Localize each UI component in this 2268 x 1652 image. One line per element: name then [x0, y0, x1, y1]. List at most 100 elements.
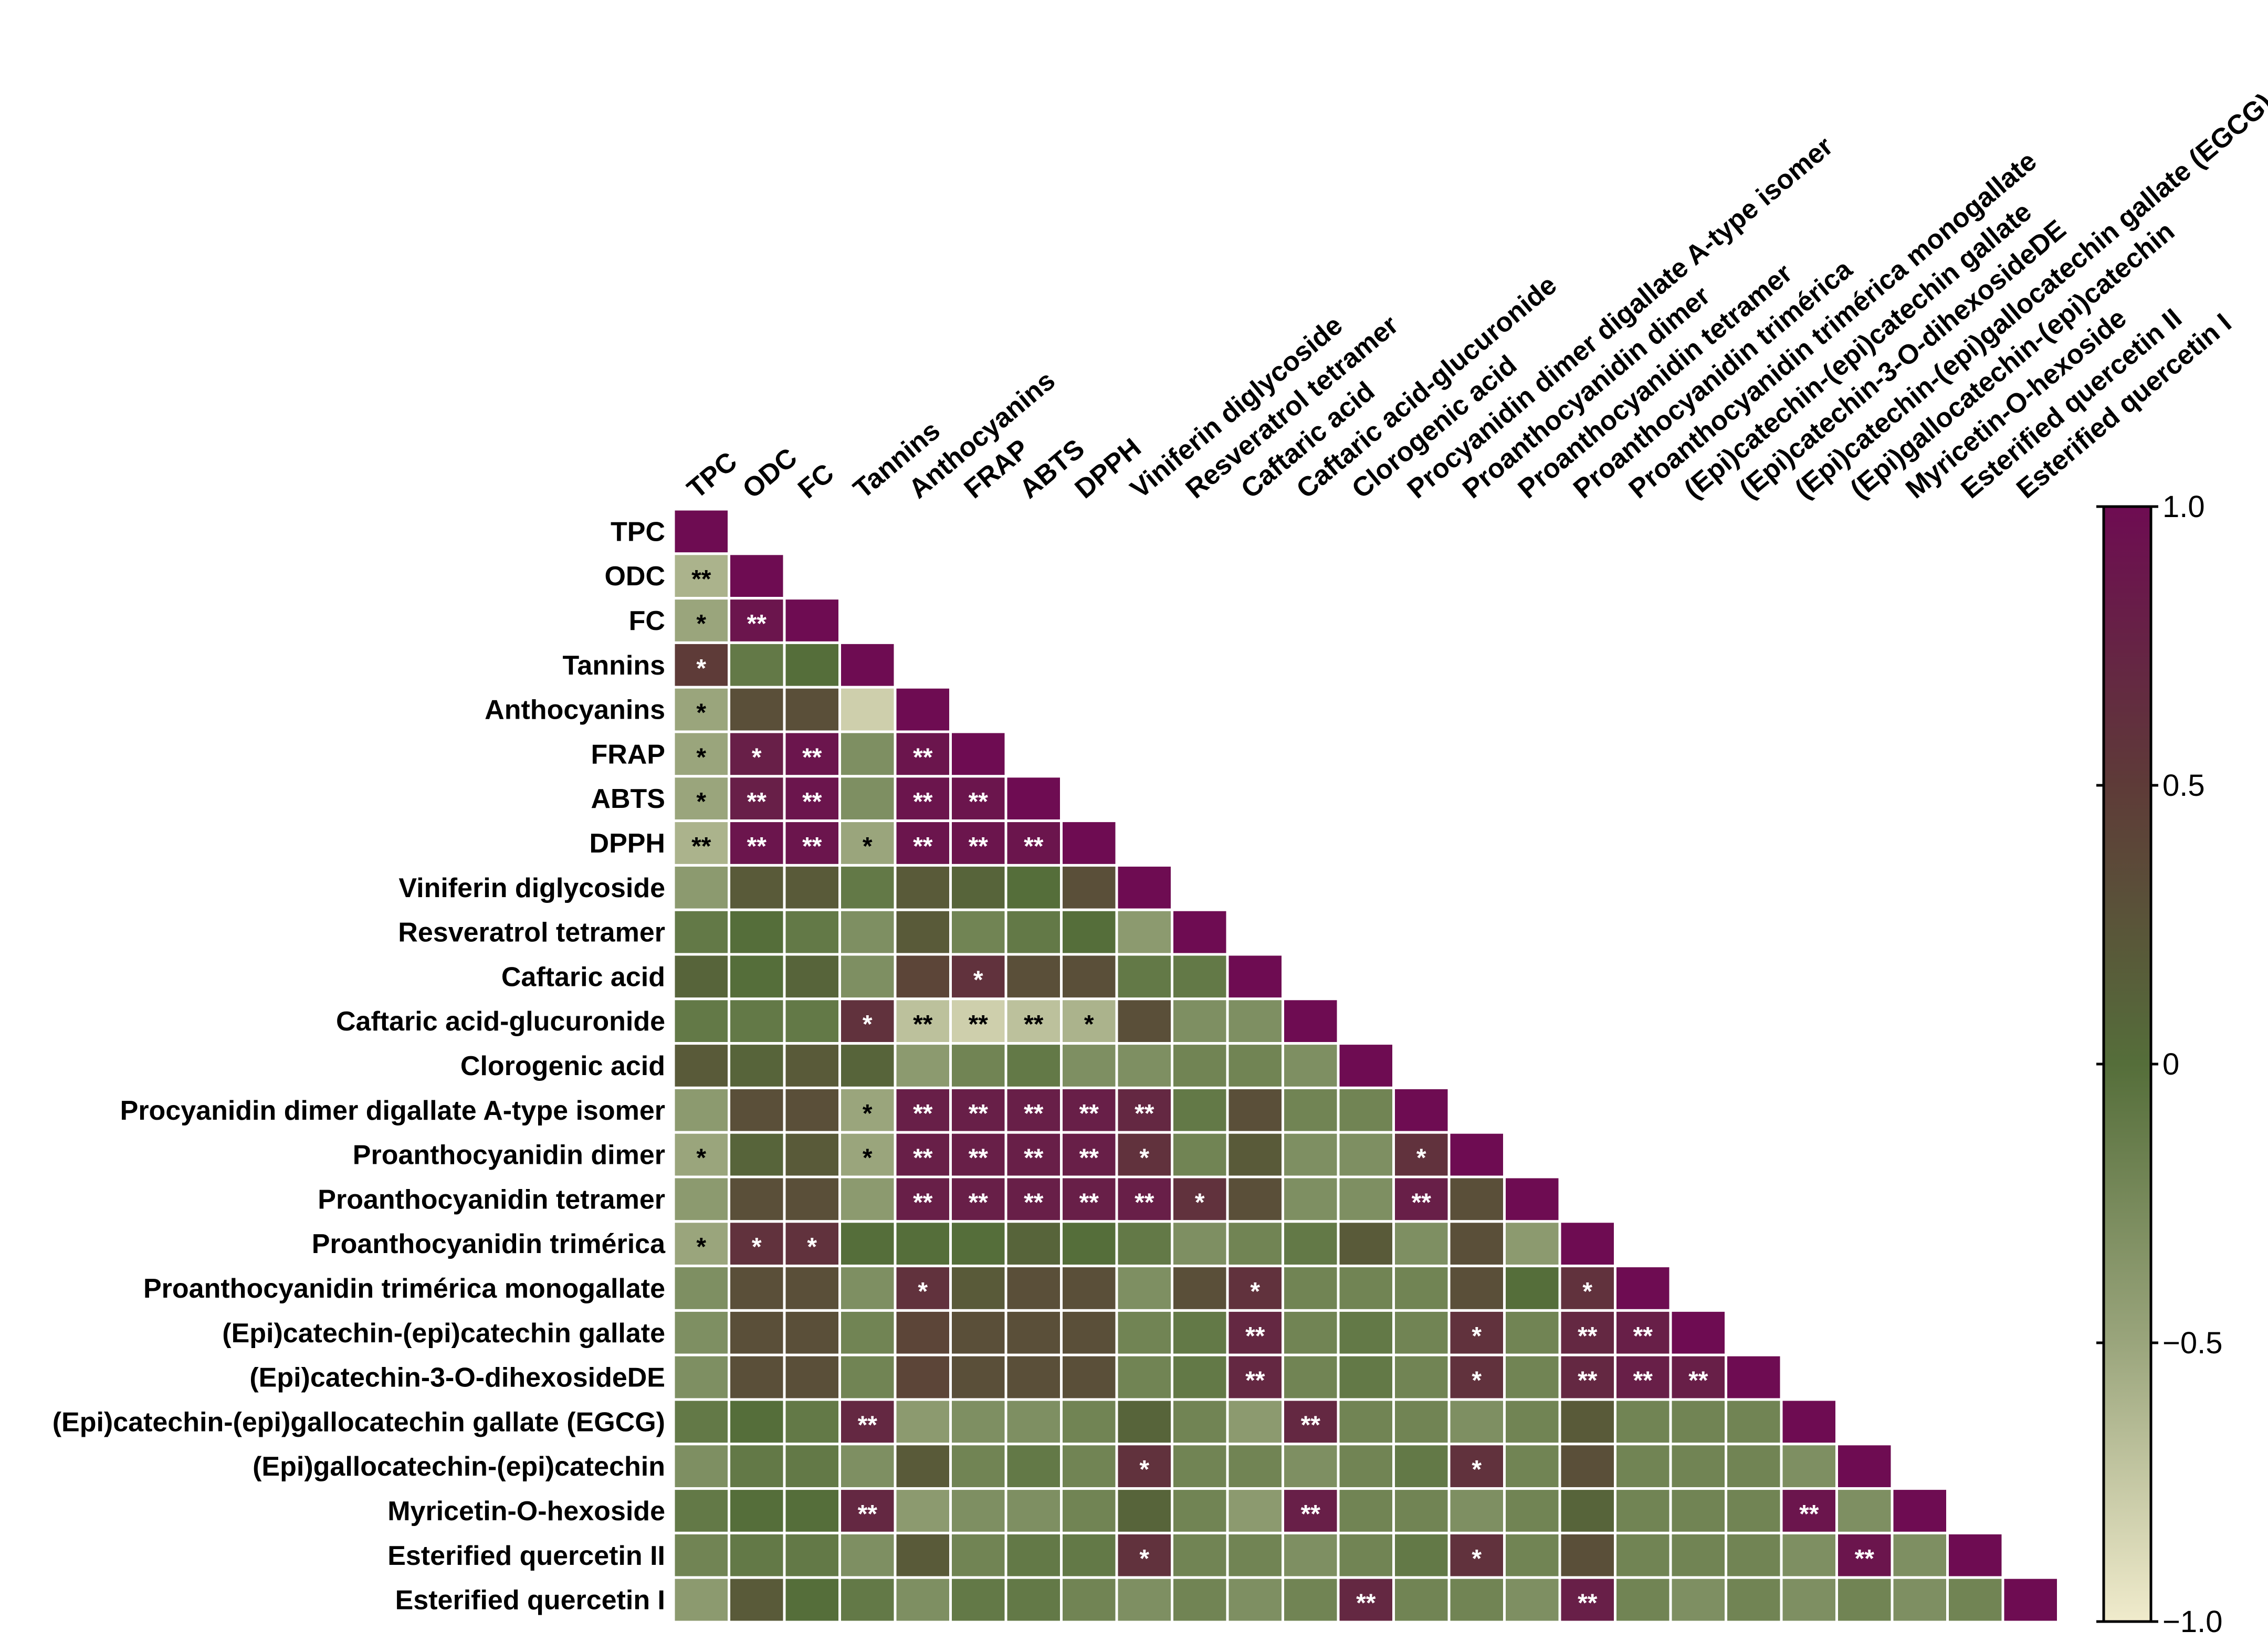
heatmap-cell [783, 1443, 841, 1490]
heatmap-cell [1226, 1086, 1284, 1134]
heatmap-cell [1447, 1443, 1506, 1490]
heatmap-cell [838, 1531, 897, 1579]
row-label: ODC [604, 561, 665, 592]
heatmap-cell [783, 1353, 841, 1401]
heatmap-cell [783, 864, 841, 911]
heatmap-cell [1337, 1220, 1395, 1268]
heatmap-cell [838, 908, 897, 956]
heatmap-cell [1447, 1531, 1506, 1579]
heatmap-cell [728, 1398, 786, 1446]
heatmap-cell [672, 1487, 730, 1534]
heatmap-cell [783, 1576, 841, 1624]
colorbar-tick-label: −1.0 [2162, 1605, 2223, 1639]
heatmap-cell [1337, 1086, 1395, 1134]
heatmap-cell [1004, 1487, 1063, 1534]
heatmap-cell [1282, 1265, 1340, 1312]
heatmap-cell [1669, 1443, 1727, 1490]
heatmap-cell [894, 1353, 952, 1401]
heatmap-cell [1503, 1175, 1561, 1223]
heatmap-cell [1115, 1309, 1173, 1356]
heatmap-cell [1226, 1175, 1284, 1223]
heatmap-cell [783, 1086, 841, 1134]
heatmap-cell [783, 641, 841, 689]
heatmap-cell [783, 1175, 841, 1223]
heatmap-cell [1004, 1398, 1063, 1446]
heatmap-cell [838, 953, 897, 1001]
heatmap-cell [894, 1531, 952, 1579]
heatmap-cell [1171, 1531, 1229, 1579]
heatmap-cell [949, 1353, 1007, 1401]
heatmap-cell [1004, 1576, 1063, 1624]
heatmap-cell [1392, 1487, 1451, 1534]
heatmap-cell [1558, 1398, 1616, 1446]
heatmap-cell [1558, 1220, 1616, 1268]
significance-marker: ** [1135, 1188, 1154, 1216]
significance-marker: ** [691, 565, 711, 593]
heatmap-cell [1392, 1398, 1451, 1446]
heatmap-cell [949, 730, 1007, 778]
row-label: Tannins [563, 650, 665, 681]
significance-marker: ** [913, 1144, 933, 1172]
heatmap-cell [838, 730, 897, 778]
heatmap-cell [1337, 1265, 1395, 1312]
heatmap-cell [1060, 953, 1118, 1001]
significance-marker: * [1472, 1545, 1482, 1573]
heatmap-cell [1115, 1220, 1173, 1268]
heatmap-cell [1282, 1487, 1340, 1534]
heatmap-cell [1392, 1265, 1451, 1312]
significance-marker: ** [802, 788, 822, 816]
heatmap-cell [783, 1220, 841, 1268]
heatmap-cell [1392, 1576, 1451, 1624]
heatmap-cell [1725, 1531, 1783, 1579]
heatmap-cell [1835, 1487, 1894, 1534]
heatmap-cell [949, 864, 1007, 911]
heatmap-cell [1392, 1353, 1451, 1401]
heatmap-cell [672, 997, 730, 1045]
heatmap-cell [838, 1175, 897, 1223]
row-label: DPPH [590, 828, 665, 859]
heatmap-cell [728, 1131, 786, 1179]
heatmap-cell [1725, 1443, 1783, 1490]
heatmap-cell [1171, 1487, 1229, 1534]
heatmap-cell [672, 508, 730, 555]
row-label: Proanthocyanidin trimérica [312, 1229, 666, 1259]
heatmap-cell [672, 864, 730, 911]
heatmap-cell [728, 1220, 786, 1268]
significance-marker: * [1416, 1144, 1426, 1172]
significance-marker: ** [1688, 1367, 1708, 1395]
heatmap-cell [1171, 1353, 1229, 1401]
row-label: Caftaric acid-glucuronide [336, 1006, 665, 1037]
heatmap-cell [1115, 1576, 1173, 1624]
heatmap-cell [783, 1265, 841, 1312]
heatmap-cell [894, 908, 952, 956]
heatmap-cell [1171, 1220, 1229, 1268]
heatmap-cell [1115, 1265, 1173, 1312]
heatmap-cell [1337, 1353, 1395, 1401]
significance-marker: ** [747, 833, 767, 860]
row-label: (Epi)catechin-(epi)gallocatechin gallate… [52, 1407, 665, 1437]
heatmap-cell [672, 1576, 730, 1624]
heatmap-cell [728, 1086, 786, 1134]
significance-marker: ** [1024, 1100, 1044, 1128]
heatmap-cells [672, 508, 2060, 1624]
heatmap-cell [1447, 1220, 1506, 1268]
heatmap-cell [1503, 1220, 1561, 1268]
significance-marker: * [1582, 1278, 1592, 1306]
heatmap-cell [1614, 1398, 1672, 1446]
row-label: TPC [611, 517, 665, 547]
heatmap-cell [1004, 775, 1063, 823]
heatmap-cell [894, 1220, 952, 1268]
heatmap-cell [1447, 1398, 1506, 1446]
heatmap-cell [1226, 1398, 1284, 1446]
heatmap-cell [894, 1576, 952, 1624]
heatmap-cell [1503, 1353, 1561, 1401]
heatmap-cell [1669, 1309, 1727, 1356]
row-label: (Epi)catechin-(epi)catechin gallate [222, 1318, 665, 1349]
heatmap-cell [1282, 1086, 1340, 1134]
heatmap-cell [1946, 1531, 2004, 1579]
heatmap-cell [838, 1309, 897, 1356]
heatmap-cell [1503, 1265, 1561, 1312]
heatmap-cell [949, 1487, 1007, 1534]
heatmap-cell [1392, 1443, 1451, 1490]
significance-marker: ** [913, 1011, 933, 1038]
